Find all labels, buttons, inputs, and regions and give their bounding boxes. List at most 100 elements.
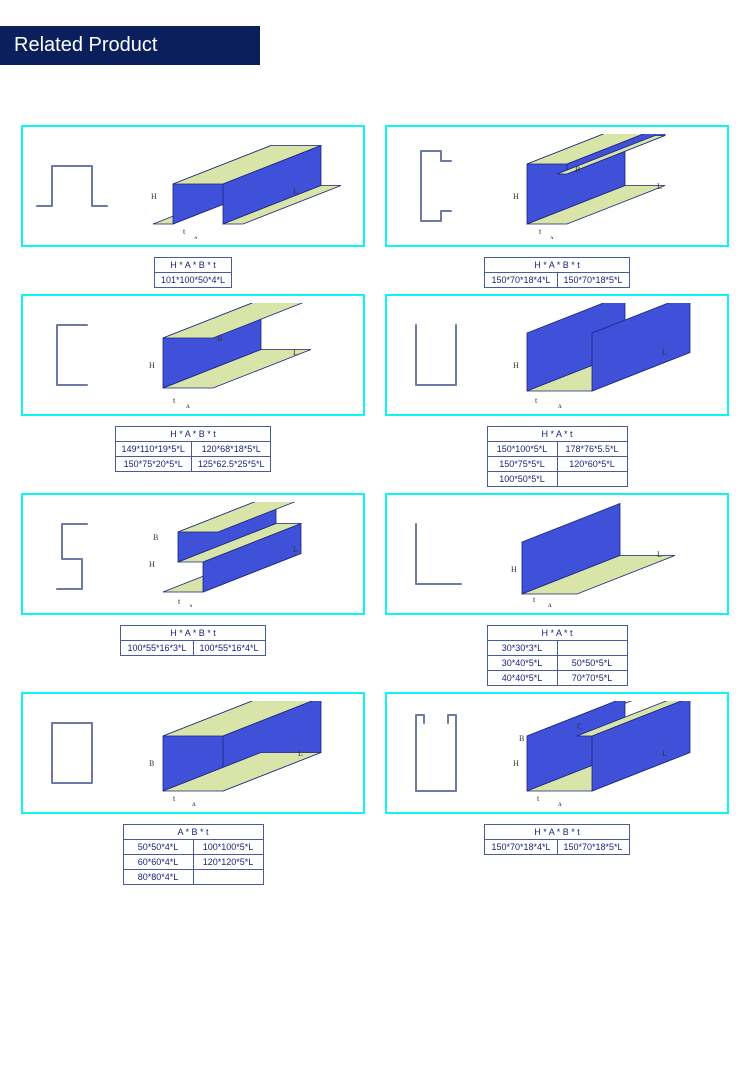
svg-text:t: t <box>173 794 176 803</box>
product-image: H A Bt L <box>21 493 365 615</box>
spec-table: H * A * t150*100*5*L178*76*5.5*L150*75*5… <box>487 426 628 487</box>
table-cell: 150*70*18*5*L <box>557 840 629 855</box>
profile-2d <box>27 504 117 604</box>
table-cell: 120*120*5*L <box>193 855 263 870</box>
table-cell: 60*60*4*L <box>123 855 193 870</box>
table-header: H * A * B * t <box>154 258 231 273</box>
table-cell: 50*50*4*L <box>123 840 193 855</box>
product-cell-u-channel: HAtL H * A * t150*100*5*L178*76*5.5*L150… <box>380 294 734 487</box>
svg-text:B: B <box>575 165 580 174</box>
table-header: H * A * B * t <box>115 427 271 442</box>
table-cell: 80*80*4*L <box>123 870 193 885</box>
svg-text:H: H <box>149 560 155 569</box>
product-cell-strut: HABCtL H * A * B * t150*70*18*4*L150*70*… <box>380 692 734 885</box>
table-cell: 101*100*50*4*L <box>154 273 231 288</box>
svg-text:A: A <box>557 801 563 806</box>
product-image: H At L <box>21 125 365 247</box>
product-image: ABtL <box>21 692 365 814</box>
svg-text:L: L <box>662 348 667 357</box>
table-cell: 120*60*5*L <box>557 457 627 472</box>
svg-text:L: L <box>293 545 298 554</box>
svg-text:B: B <box>153 533 158 542</box>
product-image: HAtL <box>385 294 729 416</box>
product-grid: HAtL H * A * B * t101*100*50*4*L HABtL H… <box>0 65 750 901</box>
table-header: H * A * t <box>487 427 627 442</box>
product-image: HABCtL <box>385 692 729 814</box>
table-header: H * A * B * t <box>485 825 629 840</box>
svg-text:A: A <box>193 235 199 239</box>
table-cell: 50*50*5*L <box>557 656 627 671</box>
svg-text:t: t <box>173 396 176 405</box>
table-header: H * A * B * t <box>121 626 265 641</box>
svg-text:L: L <box>293 348 298 357</box>
svg-text:A: A <box>191 801 197 806</box>
table-cell: 70*70*5*L <box>557 671 627 686</box>
product-cell-square: ABtL A * B * t50*50*4*L100*100*5*L60*60*… <box>16 692 370 885</box>
svg-text:L: L <box>293 187 298 196</box>
svg-text:t: t <box>539 227 542 236</box>
svg-text:B: B <box>217 334 222 343</box>
table-cell: 150*75*20*5*L <box>115 457 191 472</box>
table-cell: 125*62.5*25*5*L <box>191 457 271 472</box>
table-cell: 100*55*16*4*L <box>193 641 265 656</box>
svg-text:H: H <box>513 759 519 768</box>
table-cell: 149*110*19*5*L <box>115 442 191 457</box>
table-cell: 100*50*5*L <box>487 472 557 487</box>
table-cell: 40*40*5*L <box>487 671 557 686</box>
table-cell: 100*100*5*L <box>193 840 263 855</box>
svg-text:t: t <box>183 227 186 236</box>
svg-text:t: t <box>537 794 540 803</box>
profile-2d <box>27 305 117 405</box>
profile-2d <box>391 703 481 803</box>
product-cell-c-lip: HABtL H * A * B * t150*70*18*4*L150*70*1… <box>380 125 734 288</box>
table-cell: 150*70*18*4*L <box>485 840 557 855</box>
table-header: H * A * B * t <box>485 258 629 273</box>
page-header: Related Product <box>0 26 260 65</box>
header-title: Related Product <box>14 34 157 56</box>
svg-text:B: B <box>519 734 524 743</box>
svg-text:B: B <box>149 759 154 768</box>
svg-text:H: H <box>513 192 519 201</box>
product-cell-c-open: H A Bt L H * A * B * t149*110*19*5*L120*68*… <box>16 294 370 487</box>
svg-text:H: H <box>149 361 155 370</box>
table-cell: 150*100*5*L <box>487 442 557 457</box>
profile-3d: HABCtL <box>481 701 723 806</box>
product-image: H A Bt L <box>21 294 365 416</box>
svg-text:C: C <box>577 722 582 731</box>
product-cell-angle: HAtL H * A * t30*30*3*L30*40*5*L50*50*5*… <box>380 493 734 686</box>
table-cell: 150*70*18*4*L <box>485 273 557 288</box>
svg-text:A: A <box>188 603 194 607</box>
table-cell: 100*55*16*3*L <box>121 641 193 656</box>
profile-3d: ABtL <box>117 701 359 806</box>
profile-3d: HAtL <box>481 502 723 607</box>
profile-2d <box>391 305 481 405</box>
svg-text:t: t <box>533 595 536 604</box>
profile-3d: H At L <box>117 134 359 239</box>
spec-table: H * A * B * t100*55*16*3*L100*55*16*4*L <box>120 625 265 656</box>
table-cell: 150*75*5*L <box>487 457 557 472</box>
table-header: A * B * t <box>123 825 263 840</box>
spec-table: H * A * B * t150*70*18*4*L150*70*18*5*L <box>484 824 629 855</box>
profile-2d <box>27 703 117 803</box>
profile-2d <box>27 136 117 236</box>
product-cell-omega: H At L H * A * B * t101*100*50*4*L <box>16 125 370 288</box>
spec-table: H * A * B * t149*110*19*5*L120*68*18*5*L… <box>115 426 272 472</box>
profile-2d <box>391 504 481 604</box>
profile-3d: HAtL <box>481 303 723 408</box>
spec-table: H * A * t30*30*3*L30*40*5*L50*50*5*L40*4… <box>487 625 628 686</box>
svg-text:t: t <box>178 597 181 606</box>
profile-3d: H A Bt L <box>117 303 359 408</box>
spec-table: H * A * B * t101*100*50*4*L <box>154 257 232 288</box>
svg-text:H: H <box>511 565 517 574</box>
svg-text:H: H <box>513 361 519 370</box>
product-image: HAtL <box>385 493 729 615</box>
table-cell: 150*70*18*5*L <box>557 273 629 288</box>
table-cell: 30*30*3*L <box>487 641 557 656</box>
svg-text:A: A <box>549 235 555 239</box>
product-image: HABtL <box>385 125 729 247</box>
svg-text:A: A <box>185 403 191 408</box>
svg-text:H: H <box>151 192 157 201</box>
svg-text:L: L <box>657 550 662 559</box>
spec-table: A * B * t50*50*4*L100*100*5*L60*60*4*L12… <box>123 824 264 885</box>
table-cell: 30*40*5*L <box>487 656 557 671</box>
